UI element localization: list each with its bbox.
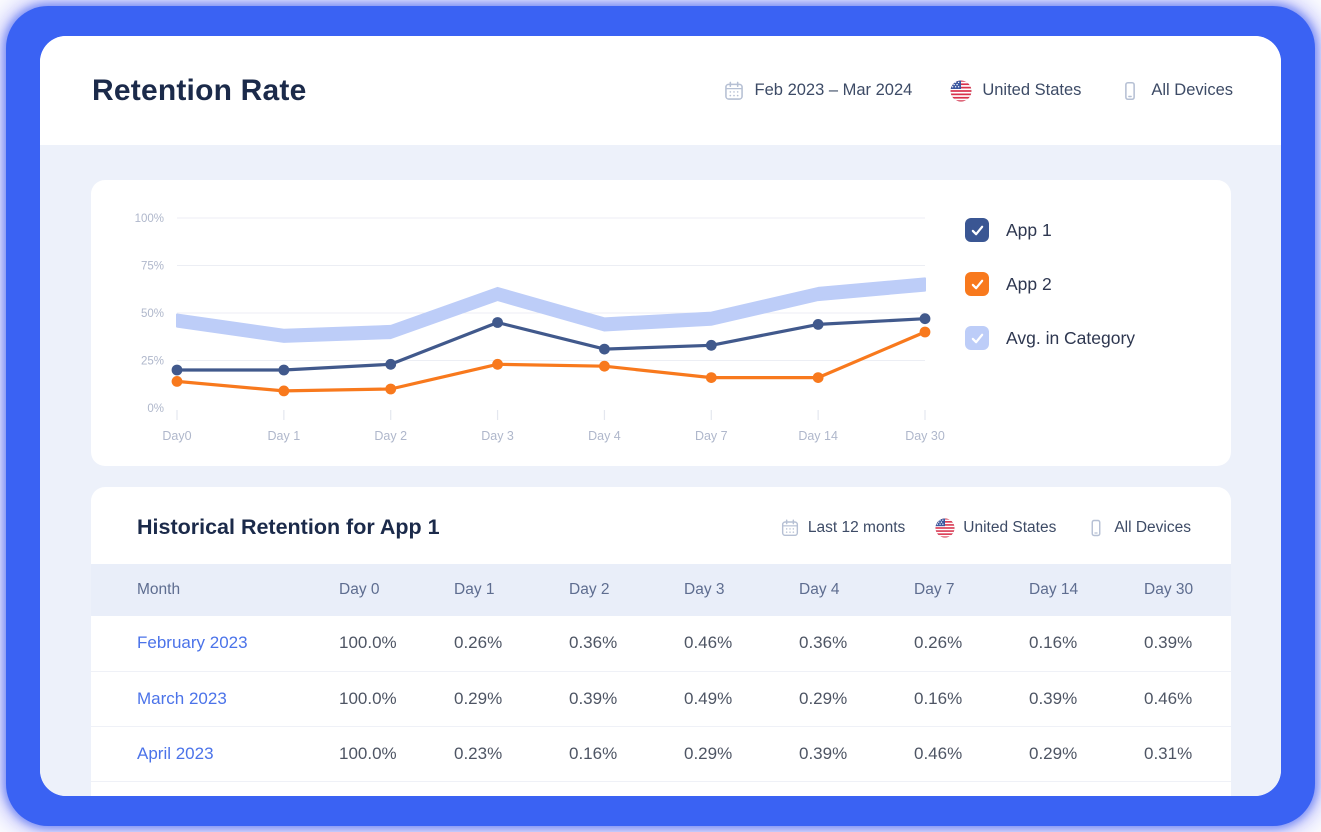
calendar-icon xyxy=(723,80,745,102)
cell: 0.39% xyxy=(1029,671,1144,727)
table-device-label: All Devices xyxy=(1114,518,1191,536)
col-day2: Day 2 xyxy=(569,564,684,616)
us-flag-icon xyxy=(935,518,955,538)
svg-text:Day 14: Day 14 xyxy=(798,429,838,443)
legend-item-avg[interactable]: Avg. in Category xyxy=(965,326,1135,350)
check-icon xyxy=(971,224,984,237)
table-filters: Last 12 monts United States All Devices xyxy=(780,518,1191,538)
device-icon xyxy=(1086,518,1106,538)
svg-text:Day 3: Day 3 xyxy=(481,429,514,443)
col-day3: Day 3 xyxy=(684,564,799,616)
cell: 0.31% xyxy=(1144,726,1231,782)
cell: 0.49% xyxy=(684,671,799,727)
header-filters: Feb 2023 – Mar 2024 United States All De… xyxy=(723,80,1233,102)
cell: 0.26% xyxy=(454,616,569,672)
cell: 0.29% xyxy=(799,671,914,727)
col-day1: Day 1 xyxy=(454,564,569,616)
table-device-filter[interactable]: All Devices xyxy=(1086,518,1191,538)
table-header: Month Day 0 Day 1 Day 2 Day 3 Day 4 Day … xyxy=(91,564,1231,616)
svg-text:Day 30: Day 30 xyxy=(905,429,945,443)
cell: 0.39% xyxy=(799,726,914,782)
chart-card: 0% 25% 50% 75% 100% Day0 Day 1 Day 2 Day 3 Day 4 D… xyxy=(91,180,1231,466)
retention-chart-svg: 0% 25% 50% 75% 100% Day0 Day 1 Day 2 Day 3 Day 4 D… xyxy=(135,213,945,443)
cell: 0.29% xyxy=(454,671,569,727)
table-title: Historical Retention for App 1 xyxy=(137,515,440,539)
cell: 0.46% xyxy=(1144,671,1231,727)
cell: 100.0% xyxy=(339,726,454,782)
check-icon xyxy=(971,332,984,345)
table-country-label: United States xyxy=(963,518,1057,536)
col-day30: Day 30 xyxy=(1144,564,1231,616)
device-label: All Devices xyxy=(1151,81,1233,99)
svg-text:Day 2: Day 2 xyxy=(374,429,407,443)
svg-text:0%: 0% xyxy=(147,403,164,415)
table-header-row: Historical Retention for App 1 Last 12 m… xyxy=(91,487,1231,564)
cell: 0.26% xyxy=(914,616,1029,672)
us-flag-icon xyxy=(950,80,972,102)
table-row: February 2023 100.0% 0.26% 0.36% 0.46% 0… xyxy=(91,616,1231,672)
avg-checkbox[interactable] xyxy=(965,326,989,350)
cell: 0.46% xyxy=(684,616,799,672)
cell: 0.16% xyxy=(914,671,1029,727)
svg-text:100%: 100% xyxy=(135,213,164,225)
retention-chart: 0% 25% 50% 75% 100% Day0 Day 1 Day 2 Day 3 Day 4 D… xyxy=(125,204,965,466)
page-title: Retention Rate xyxy=(92,73,307,107)
col-day7: Day 7 xyxy=(914,564,1029,616)
chart-legend: App 1 App 2 Avg. in Category xyxy=(965,218,1135,466)
date-range-filter[interactable]: Feb 2023 – Mar 2024 xyxy=(723,80,913,102)
table-card: Historical Retention for App 1 Last 12 m… xyxy=(91,487,1231,796)
cell: 0.29% xyxy=(1029,726,1144,782)
table-country-filter[interactable]: United States xyxy=(935,518,1056,538)
month-link[interactable]: February 2023 xyxy=(91,616,339,672)
svg-text:Day0: Day0 xyxy=(162,429,191,443)
col-day14: Day 14 xyxy=(1029,564,1144,616)
calendar-icon xyxy=(780,518,800,538)
col-day0: Day 0 xyxy=(339,564,454,616)
cell: 0.29% xyxy=(684,726,799,782)
legend-label: App 1 xyxy=(1006,219,1052,240)
svg-text:25%: 25% xyxy=(141,356,164,368)
device-filter[interactable]: All Devices xyxy=(1119,80,1233,102)
cell: 0.16% xyxy=(569,726,684,782)
col-day4: Day 4 xyxy=(799,564,914,616)
svg-text:Day 1: Day 1 xyxy=(268,429,301,443)
cell: 0.16% xyxy=(1029,616,1144,672)
legend-label: App 2 xyxy=(1006,273,1052,294)
svg-text:Day 7: Day 7 xyxy=(695,429,728,443)
month-link[interactable]: March 2023 xyxy=(91,671,339,727)
col-month: Month xyxy=(91,564,339,616)
app1-checkbox[interactable] xyxy=(965,218,989,242)
table-date-filter[interactable]: Last 12 monts xyxy=(780,518,905,538)
cell: 0.39% xyxy=(569,671,684,727)
cell: 0.23% xyxy=(454,726,569,782)
legend-item-app1[interactable]: App 1 xyxy=(965,218,1135,242)
cell: 0.39% xyxy=(1144,616,1231,672)
app-window: Retention Rate Feb 2023 – Mar 2024 Unite… xyxy=(40,36,1281,796)
legend-label: Avg. in Category xyxy=(1006,327,1136,348)
cell: 0.46% xyxy=(914,726,1029,782)
app2-checkbox[interactable] xyxy=(965,272,989,296)
top-bar: Retention Rate Feb 2023 – Mar 2024 Unite… xyxy=(40,36,1281,145)
svg-text:50%: 50% xyxy=(141,308,164,320)
svg-text:Day 4: Day 4 xyxy=(588,429,621,443)
retention-table: Month Day 0 Day 1 Day 2 Day 3 Day 4 Day … xyxy=(91,564,1231,782)
cell: 0.36% xyxy=(569,616,684,672)
table-date-label: Last 12 monts xyxy=(807,518,906,536)
cell: 100.0% xyxy=(339,671,454,727)
check-icon xyxy=(971,278,984,291)
legend-item-app2[interactable]: App 2 xyxy=(965,272,1135,296)
table-row: April 2023 100.0% 0.23% 0.16% 0.29% 0.39… xyxy=(91,726,1231,782)
table-row: March 2023 100.0% 0.29% 0.39% 0.49% 0.29… xyxy=(91,671,1231,727)
country-filter[interactable]: United States xyxy=(950,80,1081,102)
device-icon xyxy=(1119,80,1141,102)
country-label: United States xyxy=(982,81,1082,99)
month-link[interactable]: April 2023 xyxy=(91,726,339,782)
cell: 0.36% xyxy=(799,616,914,672)
svg-text:75%: 75% xyxy=(141,261,164,273)
date-range-label: Feb 2023 – Mar 2024 xyxy=(754,81,913,99)
cell: 100.0% xyxy=(339,616,454,672)
